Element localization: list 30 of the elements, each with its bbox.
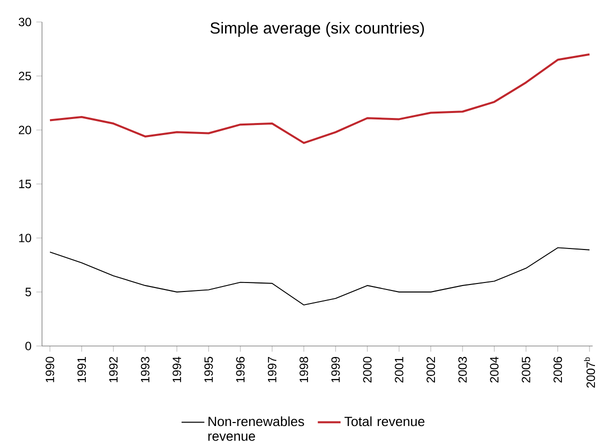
x-tick-label: 1993 bbox=[140, 356, 150, 382]
x-tick-label: 2007$^{b}$ bbox=[584, 357, 596, 388]
x-tick-label: 1990 bbox=[46, 356, 54, 382]
line-series bbox=[49, 247, 590, 306]
y-tick-label: 10 bbox=[19, 234, 32, 242]
x-tick-label: 1997 bbox=[268, 357, 276, 382]
y-tick-label: 15 bbox=[19, 180, 32, 188]
legend-label: Total revenue bbox=[344, 416, 424, 426]
y-tick-label: 5 bbox=[25, 288, 32, 296]
x-tick-label: 1999 bbox=[331, 356, 340, 382]
x-tick-label: 2005 bbox=[522, 356, 530, 382]
chart-title: Simple average (six countries) bbox=[210, 22, 424, 37]
x-tick-label: 1995 bbox=[204, 356, 213, 382]
x-tick-label: 1998 bbox=[300, 356, 308, 382]
x-tick-label: 1994 bbox=[172, 356, 182, 382]
y-tick-label: 25 bbox=[18, 72, 32, 80]
y-tick-label: 20 bbox=[18, 126, 32, 134]
x-tick-label: 1991 bbox=[77, 356, 86, 382]
x-tick-label: 2000 bbox=[363, 356, 372, 382]
x-tick-label: 2002 bbox=[426, 357, 436, 382]
legend-label: Non-renewables revenue bbox=[208, 416, 304, 441]
y-tick-label: 0 bbox=[25, 342, 32, 350]
x-tick-label: 2001 bbox=[394, 356, 404, 382]
x-tick-label: 1992 bbox=[109, 357, 118, 382]
x-tick-label: 2004 bbox=[490, 356, 499, 382]
x-tick-label: 2006 bbox=[554, 356, 562, 382]
y-tick-label: 30 bbox=[18, 18, 32, 26]
x-tick-label: 1996 bbox=[236, 356, 245, 382]
x-tick-label: 2003 bbox=[458, 356, 467, 382]
line-series bbox=[48, 53, 591, 144]
